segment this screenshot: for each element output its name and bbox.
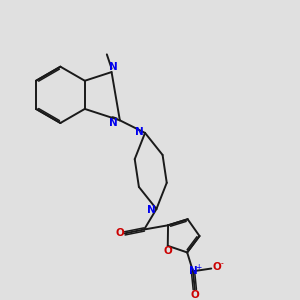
Text: N: N xyxy=(109,118,117,128)
Text: N: N xyxy=(189,266,197,276)
Text: N: N xyxy=(109,62,117,72)
Text: O: O xyxy=(190,290,199,300)
Text: -: - xyxy=(220,259,223,268)
Text: O: O xyxy=(212,262,221,272)
Text: O: O xyxy=(164,246,172,256)
Text: +: + xyxy=(195,263,202,272)
Text: N: N xyxy=(147,205,155,214)
Text: N: N xyxy=(135,127,144,137)
Text: O: O xyxy=(116,228,124,239)
